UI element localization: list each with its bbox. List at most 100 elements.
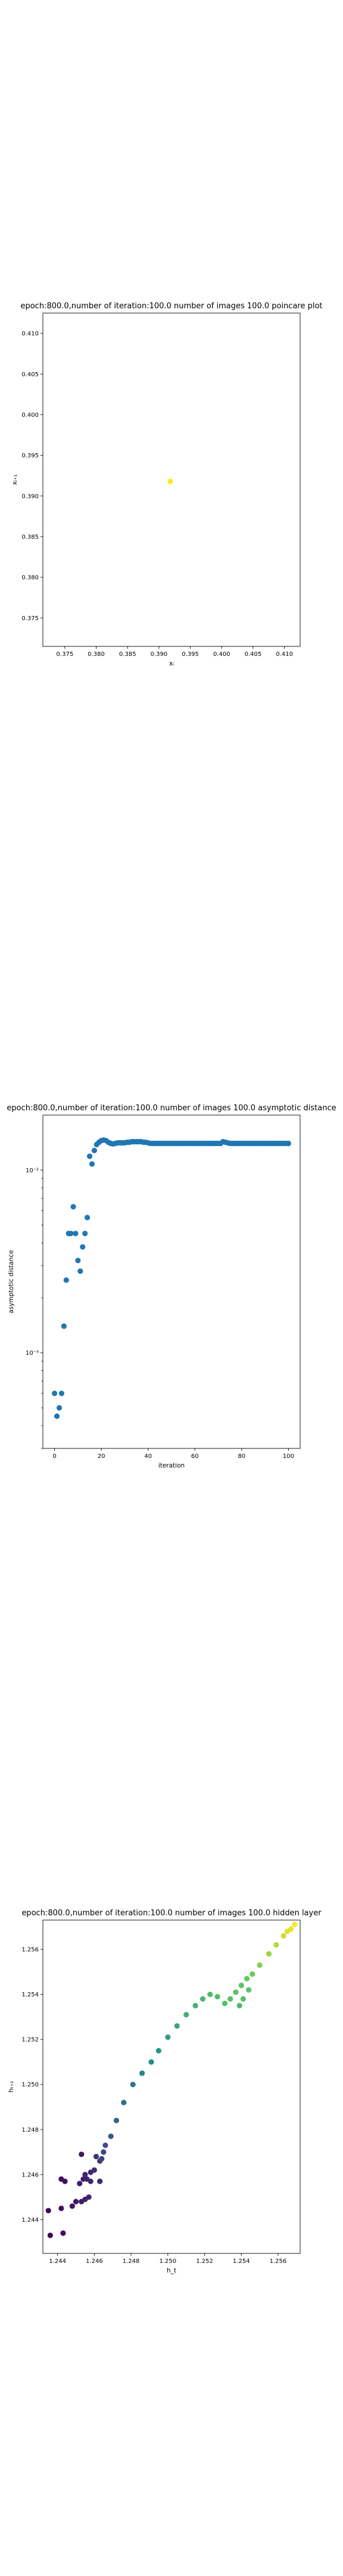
data-point: [58, 1391, 65, 1397]
data-point: [91, 2167, 97, 2173]
y-tick-label: 0.390: [21, 493, 39, 500]
data-point: [130, 2082, 136, 2088]
plot-frame: [42, 1919, 301, 2254]
y-tick-label: 0.400: [21, 412, 39, 419]
data-point: [207, 1992, 213, 1998]
x-tick-label: 0.375: [57, 651, 74, 658]
data-point: [165, 2034, 171, 2041]
data-point: [91, 1147, 97, 1154]
asymptotic-distance-chart: epoch:800.0,number of iteration:100.0 nu…: [7, 1104, 336, 1469]
data-point: [192, 2002, 198, 2009]
data-point: [183, 2012, 189, 2018]
data-point: [238, 1982, 244, 1989]
data-point: [86, 2194, 92, 2200]
x-tick-label: 40: [144, 1453, 152, 1460]
poincare-plot-chart: epoch:800.0,number of iteration:100.0 nu…: [11, 302, 323, 667]
data-point: [288, 1926, 294, 1932]
data-point: [45, 2207, 51, 2213]
data-point: [93, 2153, 99, 2160]
x-tick-label: 1.248: [123, 2258, 140, 2265]
x-tick-label: 1.252: [196, 2258, 213, 2265]
x-tick-label: 0.400: [213, 651, 230, 658]
data-point: [52, 1391, 58, 1397]
data-point: [102, 2142, 108, 2148]
data-point: [69, 2203, 75, 2209]
data-point: [73, 2199, 79, 2205]
data-point: [86, 1153, 93, 1159]
y-axis-label: hₜ₊₁: [8, 2081, 15, 2093]
data-point: [155, 2048, 161, 2054]
data-point: [285, 1140, 291, 1147]
chart-title: epoch:800.0,number of iteration:100.0 nu…: [21, 1909, 322, 1918]
data-point: [77, 2181, 83, 2187]
y-axis-label: asymptotic distance: [8, 1250, 15, 1313]
x-tick-label: 1.244: [49, 2258, 66, 2265]
x-tick-label: 0: [52, 1453, 56, 1460]
x-axis-label: iteration: [158, 1462, 185, 1469]
x-tick-label: 0.390: [151, 651, 168, 658]
data-point: [227, 1996, 233, 2002]
data-point: [89, 1161, 95, 1167]
data-point: [63, 1277, 69, 1283]
data-point: [292, 1921, 298, 1928]
data-point: [82, 2172, 88, 2178]
data-point: [280, 1933, 286, 1939]
data-point: [240, 1996, 246, 2002]
x-tick-label: 0.395: [182, 651, 199, 658]
data-point: [75, 1258, 81, 1264]
y-tick-label: 1.250: [21, 2082, 39, 2088]
x-tick-label: 0.385: [119, 651, 136, 658]
data-point: [233, 1989, 239, 1995]
x-tick-label: 1.246: [86, 2258, 103, 2265]
data-point: [174, 2023, 180, 2029]
hidden-layer-chart: epoch:800.0,number of iteration:100.0 nu…: [8, 1909, 322, 2274]
data-point: [167, 478, 173, 484]
data-point: [222, 2001, 228, 2007]
plot-frame: [42, 1114, 301, 1449]
x-tick-label: 60: [191, 1453, 199, 1460]
data-point: [97, 2178, 103, 2184]
y-tick-label: 1.256: [21, 1947, 39, 1953]
x-tick-label: 1.256: [270, 2258, 287, 2265]
data-point: [70, 1204, 76, 1210]
y-tick-label: 1.246: [21, 2172, 39, 2178]
x-tick-label: 0.380: [88, 651, 105, 658]
data-point: [101, 2149, 107, 2155]
data-point: [60, 2230, 66, 2236]
y-tick-label: 0.410: [21, 331, 39, 338]
data-point: [82, 1230, 88, 1237]
y-tick-label: 0.385: [21, 534, 39, 540]
y-tick-label: 10⁻²: [26, 1168, 39, 1174]
data-point: [54, 1413, 60, 1419]
y-tick-label: 0.375: [21, 615, 39, 622]
data-point: [257, 1962, 263, 1968]
y-tick-label: 0.395: [21, 453, 39, 459]
x-tick-label: 100: [283, 1453, 294, 1460]
data-point: [266, 1951, 272, 1957]
x-tick-label: 80: [238, 1453, 245, 1460]
x-tick-label: 1.254: [233, 2258, 250, 2265]
data-point: [80, 1244, 86, 1250]
y-tick-label: 1.248: [21, 2127, 39, 2134]
x-tick-label: 0.410: [276, 651, 293, 658]
data-point: [47, 2233, 53, 2238]
data-point: [113, 2117, 120, 2123]
x-axis-label: xᵢ: [169, 660, 174, 667]
data-point: [236, 2002, 242, 2009]
y-tick-label: 0.405: [21, 371, 39, 378]
plot-frame: [42, 312, 301, 647]
y-axis-label: xᵢ₊₁: [11, 475, 18, 485]
data-point: [273, 1942, 279, 1948]
data-point: [246, 1987, 252, 1993]
data-point: [85, 1215, 91, 1221]
y-tick-label: 10⁻³: [26, 1350, 39, 1357]
y-tick-label: 0.380: [21, 575, 39, 581]
data-point: [139, 2070, 145, 2076]
data-point: [68, 1230, 74, 1237]
data-point: [62, 2178, 68, 2184]
data-point: [58, 2205, 64, 2212]
data-point: [148, 2059, 154, 2065]
chart-title: epoch:800.0,number of iteration:100.0 nu…: [20, 302, 322, 311]
x-tick-label: 1.250: [160, 2258, 177, 2265]
data-point: [79, 2151, 85, 2157]
